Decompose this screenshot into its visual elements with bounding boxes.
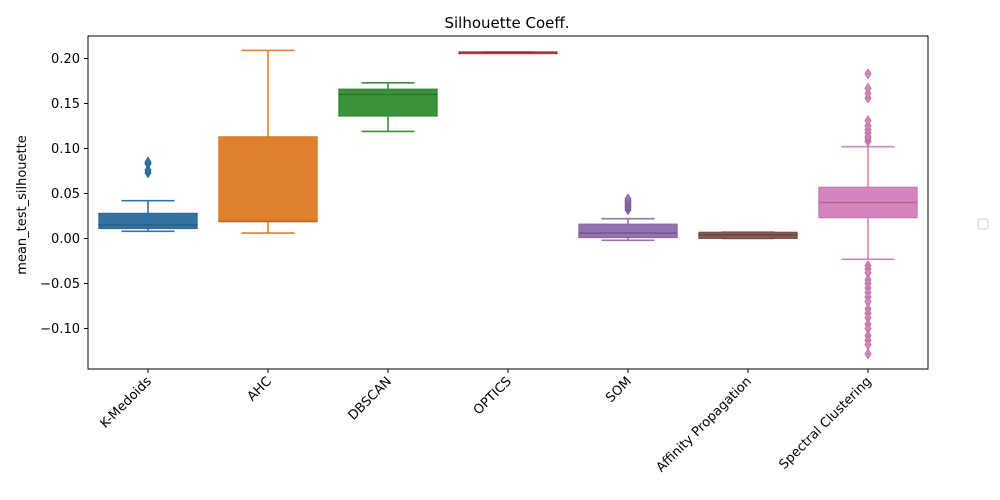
- box-iqr: [98, 212, 198, 230]
- x-tick-label: OPTICS: [471, 374, 515, 418]
- y-tick-label: 0.20: [51, 52, 80, 67]
- box-iqr: [338, 88, 438, 117]
- y-tick-label: −0.10: [40, 322, 80, 337]
- box-group-k-medoids: [98, 156, 198, 233]
- box-iqr: [218, 136, 318, 222]
- chart-title: Silhouette Coeff.: [444, 14, 569, 32]
- x-tick-label: DBSCAN: [346, 374, 395, 423]
- outlier-point: [864, 348, 872, 360]
- outlier-point: [144, 156, 152, 168]
- box-group-optics: [458, 51, 558, 55]
- box-iqr: [578, 223, 678, 239]
- box-group-dbscan: [338, 82, 438, 133]
- y-tick-label: 0.15: [51, 97, 80, 112]
- plot-frame: [87, 35, 929, 370]
- plot-area: [98, 49, 918, 360]
- box-group-affinity-propagation: [698, 231, 798, 240]
- box-group-spectral-clustering: [818, 68, 918, 360]
- outlier-point: [864, 115, 872, 127]
- outlier-point: [864, 68, 872, 80]
- y-tick-label: 0.00: [51, 232, 80, 247]
- outlier-point: [864, 82, 872, 94]
- x-tick-label: K-Medoids: [98, 374, 155, 431]
- outlier-point: [144, 164, 152, 176]
- legend-box: [977, 218, 989, 230]
- y-axis-title: mean_test_silhouette: [15, 135, 30, 274]
- x-tick-label: Affinity Propagation: [654, 374, 755, 475]
- y-tick-label: 0.05: [51, 187, 80, 202]
- x-tick-label: SOM: [603, 374, 635, 406]
- box-group-ahc: [218, 49, 318, 234]
- outlier-point: [624, 193, 632, 205]
- y-tick-label: −0.05: [40, 277, 80, 292]
- y-tick-label: 0.10: [51, 142, 80, 157]
- box-group-som: [578, 193, 678, 242]
- x-tick-label: Spectral Clustering: [777, 374, 875, 472]
- axes: −0.10 −0.05 0.00 0.05 0.10 0.15 0.20 K-Medoids A…: [40, 35, 929, 475]
- x-tick-label: AHC: [245, 374, 275, 404]
